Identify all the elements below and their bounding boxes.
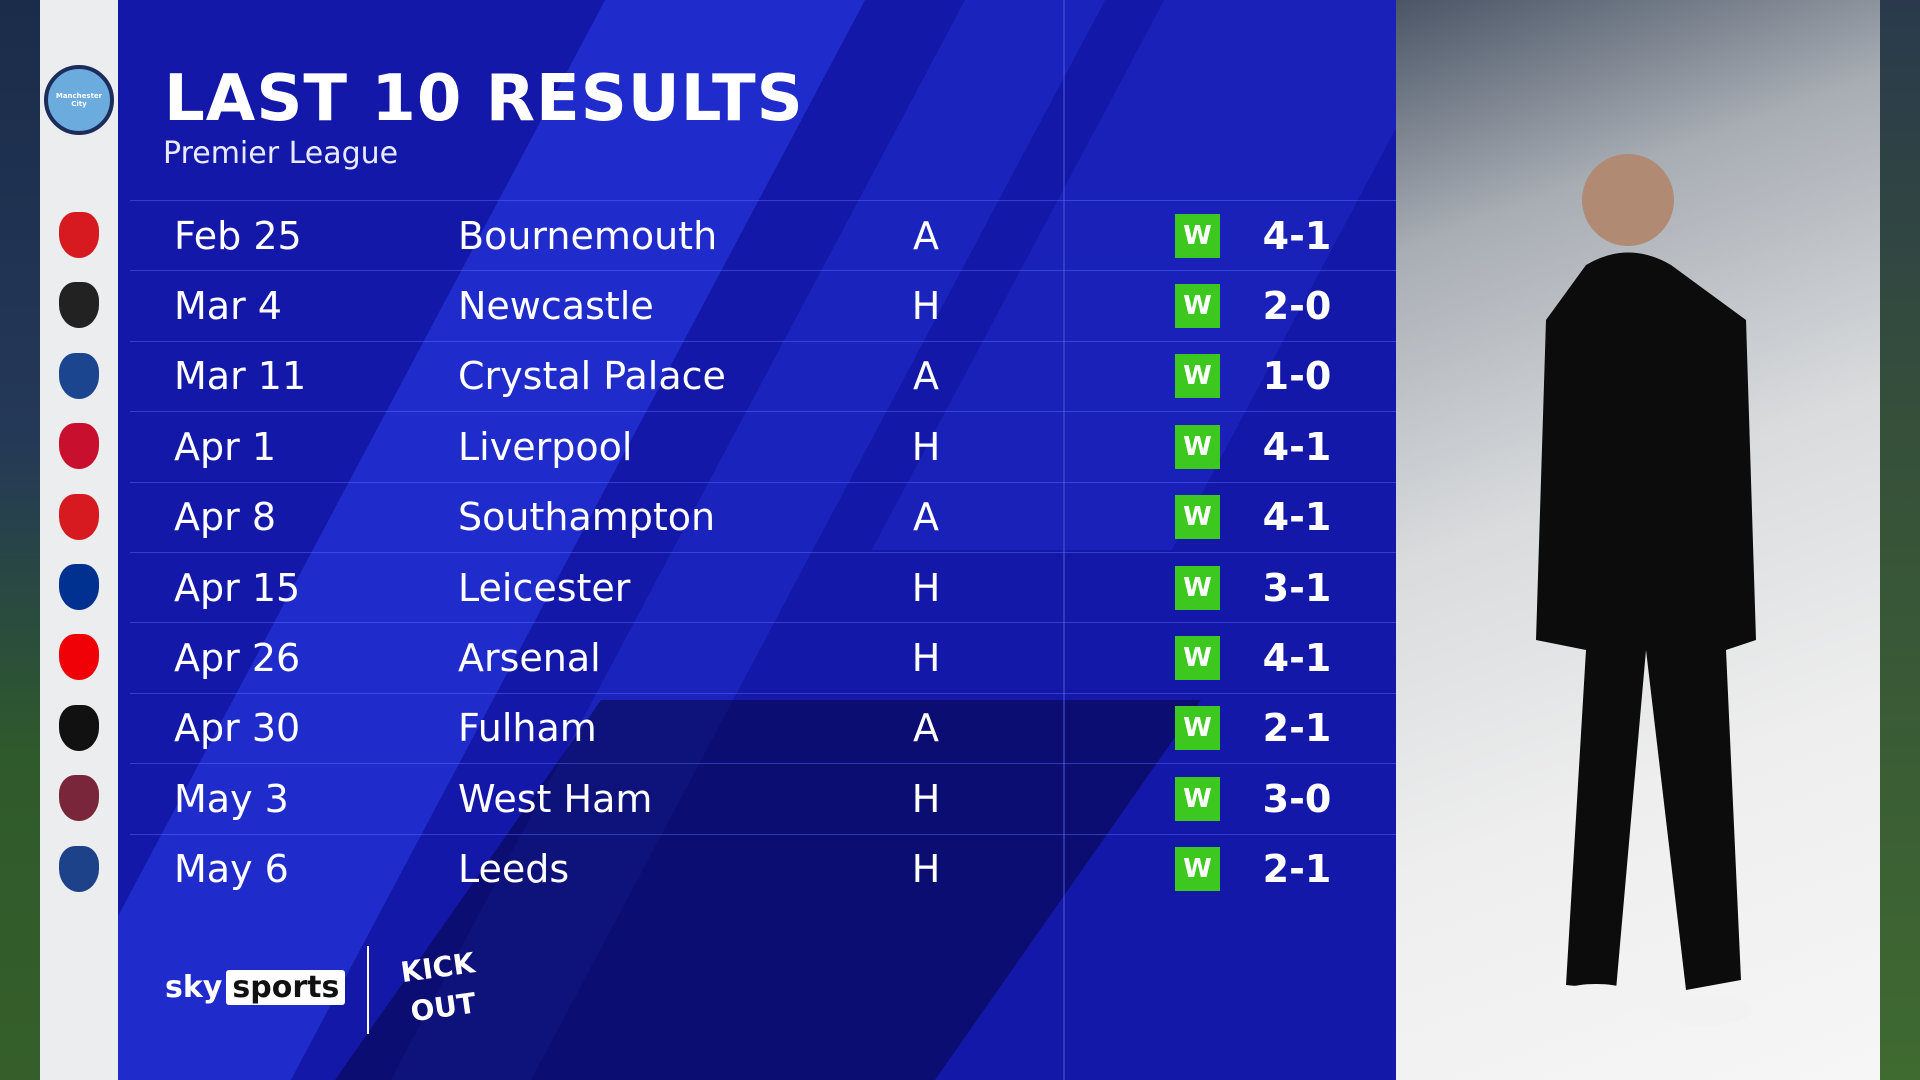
opponent-badge-icon xyxy=(59,352,99,399)
man-city-badge-icon: Manchester City xyxy=(44,65,114,135)
venue: A xyxy=(913,354,939,399)
venue: H xyxy=(911,635,941,680)
match-date: Feb 25 xyxy=(174,213,302,258)
manager-photo xyxy=(1396,0,1880,1080)
venue: H xyxy=(911,565,941,610)
match-date: Apr 26 xyxy=(174,635,301,680)
result-badge: W xyxy=(1175,706,1220,751)
result-row: Mar 4 Newcastle H W 2-0 xyxy=(130,270,1396,340)
sky-sports-logo: sky sports xyxy=(165,970,346,1005)
opponent-badge-icon xyxy=(59,634,99,681)
stadium-background-left xyxy=(0,0,40,1080)
result-badge: W xyxy=(1175,283,1220,328)
opponent-name: Leicester xyxy=(458,565,631,610)
opponent-badge-icon xyxy=(59,704,99,751)
opponent-name: Liverpool xyxy=(458,424,633,469)
score: 3-0 xyxy=(1262,776,1332,821)
opponent-name: Bournemouth xyxy=(458,213,718,258)
badge-column: Manchester City xyxy=(40,0,118,1080)
score: 2-1 xyxy=(1262,706,1332,751)
venue: H xyxy=(911,283,941,328)
result-badge: W xyxy=(1175,635,1220,680)
manager-figure-icon xyxy=(1536,154,1756,1026)
match-date: May 6 xyxy=(174,847,289,892)
venue: H xyxy=(911,424,941,469)
result-row: May 6 Leeds H W 2-1 xyxy=(130,833,1396,904)
opponent-badge-icon xyxy=(59,212,99,258)
venue: H xyxy=(911,847,941,892)
opponent-name: Newcastle xyxy=(458,283,654,328)
result-row: Apr 26 Arsenal H W 4-1 xyxy=(130,622,1396,692)
match-date: Apr 30 xyxy=(174,706,301,751)
venue: H xyxy=(911,776,941,821)
result-row: Mar 11 Crystal Palace A W 1-0 xyxy=(130,340,1396,411)
score: 3-1 xyxy=(1262,565,1332,610)
opponent-badge-icon xyxy=(59,493,99,540)
venue: A xyxy=(913,495,939,540)
opponent-name: Crystal Palace xyxy=(458,354,726,399)
opponent-badge-icon xyxy=(59,282,99,329)
result-badge: W xyxy=(1175,424,1220,469)
result-badge: W xyxy=(1175,847,1220,892)
kick-it-out-logo: KICK OUT xyxy=(398,946,479,1029)
opponent-name: Leeds xyxy=(458,847,570,892)
opponent-name: Arsenal xyxy=(458,635,601,680)
match-date: Apr 1 xyxy=(174,424,276,469)
opponent-badge-icon xyxy=(59,564,99,610)
footer-divider xyxy=(367,946,369,1034)
score: 2-1 xyxy=(1262,847,1332,892)
result-row: May 3 West Ham H W 3-0 xyxy=(130,763,1396,833)
score: 4-1 xyxy=(1262,635,1332,680)
match-date: Mar 11 xyxy=(174,354,307,399)
opponent-name: West Ham xyxy=(458,776,653,821)
score: 4-1 xyxy=(1262,495,1332,540)
result-row: Apr 15 Leicester H W 3-1 xyxy=(130,552,1396,622)
opponent-name: Fulham xyxy=(458,706,597,751)
opponent-badge-icon xyxy=(59,775,99,822)
result-row: Apr 1 Liverpool H W 4-1 xyxy=(130,411,1396,481)
score: 1-0 xyxy=(1262,354,1332,399)
score: 4-1 xyxy=(1262,424,1332,469)
page-title: LAST 10 RESULTS xyxy=(164,62,804,136)
results-panel: LAST 10 RESULTS Premier League Feb 25 Bo… xyxy=(118,0,1396,1080)
match-date: Apr 8 xyxy=(174,495,276,540)
footer: sky sports KICK OUT xyxy=(118,940,518,1040)
match-date: Apr 15 xyxy=(174,565,301,610)
opponent-name: Southampton xyxy=(458,495,716,540)
opponent-badge-icon xyxy=(59,845,99,892)
stadium-background-right xyxy=(1880,0,1920,1080)
result-badge: W xyxy=(1175,354,1220,399)
competition-subtitle: Premier League xyxy=(163,136,399,171)
score: 4-1 xyxy=(1262,213,1332,258)
team-badge-name: Manchester City xyxy=(55,92,103,108)
score: 2-0 xyxy=(1262,283,1332,328)
result-badge: W xyxy=(1175,495,1220,540)
result-row: Feb 25 Bournemouth A W 4-1 xyxy=(130,200,1396,270)
result-row: Apr 8 Southampton A W 4-1 xyxy=(130,481,1396,552)
result-badge: W xyxy=(1175,213,1220,258)
result-badge: W xyxy=(1175,565,1220,610)
venue: A xyxy=(913,706,939,751)
column-divider xyxy=(1063,0,1065,1080)
result-row: Apr 30 Fulham A W 2-1 xyxy=(130,692,1396,763)
venue: A xyxy=(913,213,939,258)
match-date: Mar 4 xyxy=(174,283,282,328)
result-badge: W xyxy=(1175,776,1220,821)
opponent-badge-icon xyxy=(59,423,99,470)
match-date: May 3 xyxy=(174,776,289,821)
